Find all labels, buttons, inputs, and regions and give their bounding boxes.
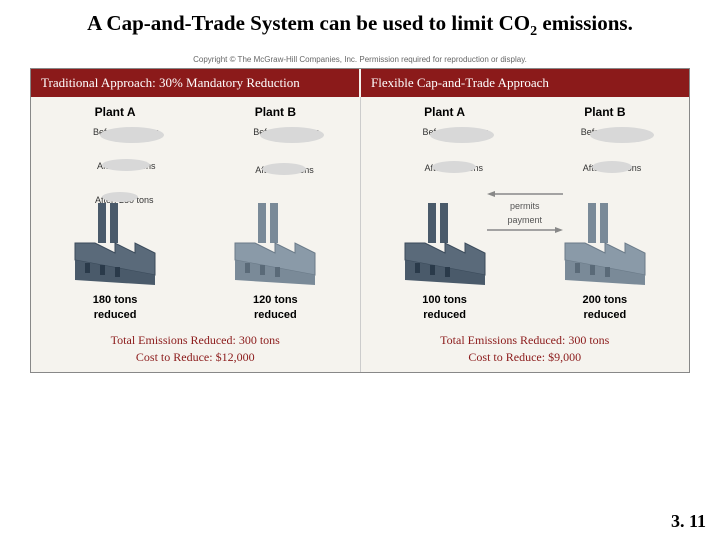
summary-emissions: Total Emissions Reduced: 300 tons xyxy=(365,332,686,349)
diagram-frame: Traditional Approach: 30% Mandatory Redu… xyxy=(30,68,690,372)
summary-cost: Cost to Reduce: $12,000 xyxy=(35,349,356,366)
arrow-right-icon xyxy=(485,225,565,235)
payment-arrow: payment xyxy=(485,215,565,237)
reduced-amount: 100 tons reduced xyxy=(365,293,525,322)
reduced-tons: 180 tons xyxy=(35,293,195,307)
plant-b-captrade: Plant B Before: 400 tons After: 200 tons xyxy=(525,105,685,322)
reduced-tons: 200 tons xyxy=(525,293,685,307)
reduced-tons: 100 tons xyxy=(365,293,525,307)
factory-icon xyxy=(220,125,330,285)
reduced-word: reduced xyxy=(35,308,195,322)
factory-icon xyxy=(390,125,500,285)
plant-label: Plant B xyxy=(195,105,355,119)
summary-captrade: Total Emissions Reduced: 300 tons Cost t… xyxy=(365,332,686,366)
plant-b-traditional: Plant B Before: 400 tons After: 400 tons xyxy=(195,105,355,322)
header-row: Traditional Approach: 30% Mandatory Redu… xyxy=(31,69,689,97)
reduced-tons: 120 tons xyxy=(195,293,355,307)
summary-emissions: Total Emissions Reduced: 300 tons xyxy=(35,332,356,349)
factory-icon xyxy=(60,125,170,285)
reduced-word: reduced xyxy=(525,308,685,322)
factory-icon xyxy=(550,125,660,285)
summary-cost: Cost to Reduce: $9,000 xyxy=(365,349,686,366)
permits-label: permits xyxy=(485,201,565,211)
reduced-word: reduced xyxy=(195,308,355,322)
reduced-amount: 180 tons reduced xyxy=(35,293,195,322)
arrow-left-icon xyxy=(485,189,565,199)
reduced-amount: 200 tons reduced xyxy=(525,293,685,322)
title-pre: A Cap-and-Trade System can be used to li… xyxy=(87,11,530,35)
reduced-word: reduced xyxy=(365,308,525,322)
slide-title: A Cap-and-Trade System can be used to li… xyxy=(0,0,720,45)
summary-traditional: Total Emissions Reduced: 300 tons Cost t… xyxy=(35,332,356,366)
permits-arrow: permits xyxy=(485,189,565,211)
reduced-amount: 120 tons reduced xyxy=(195,293,355,322)
page-number: 3. 11 xyxy=(671,511,706,532)
header-traditional: Traditional Approach: 30% Mandatory Redu… xyxy=(31,69,361,97)
header-captrade: Flexible Cap-and-Trade Approach xyxy=(361,69,689,97)
plant-label: Plant A xyxy=(35,105,195,119)
plant-label: Plant B xyxy=(525,105,685,119)
title-post: emissions. xyxy=(537,11,633,35)
plant-a-captrade: Plant A Before: 600 tons After: 500 tons xyxy=(365,105,525,322)
panel-captrade: Plant A Before: 600 tons After: 500 tons xyxy=(361,97,690,371)
plant-a-traditional: Plant A Before: 600 tons After: 420 tons… xyxy=(35,105,195,322)
plant-label: Plant A xyxy=(365,105,525,119)
payment-label: payment xyxy=(485,215,565,225)
copyright-line: Copyright © The McGraw-Hill Companies, I… xyxy=(0,55,720,64)
panels-row: Plant A Before: 600 tons After: 420 tons… xyxy=(31,97,689,371)
panel-traditional: Plant A Before: 600 tons After: 420 tons… xyxy=(31,97,361,371)
